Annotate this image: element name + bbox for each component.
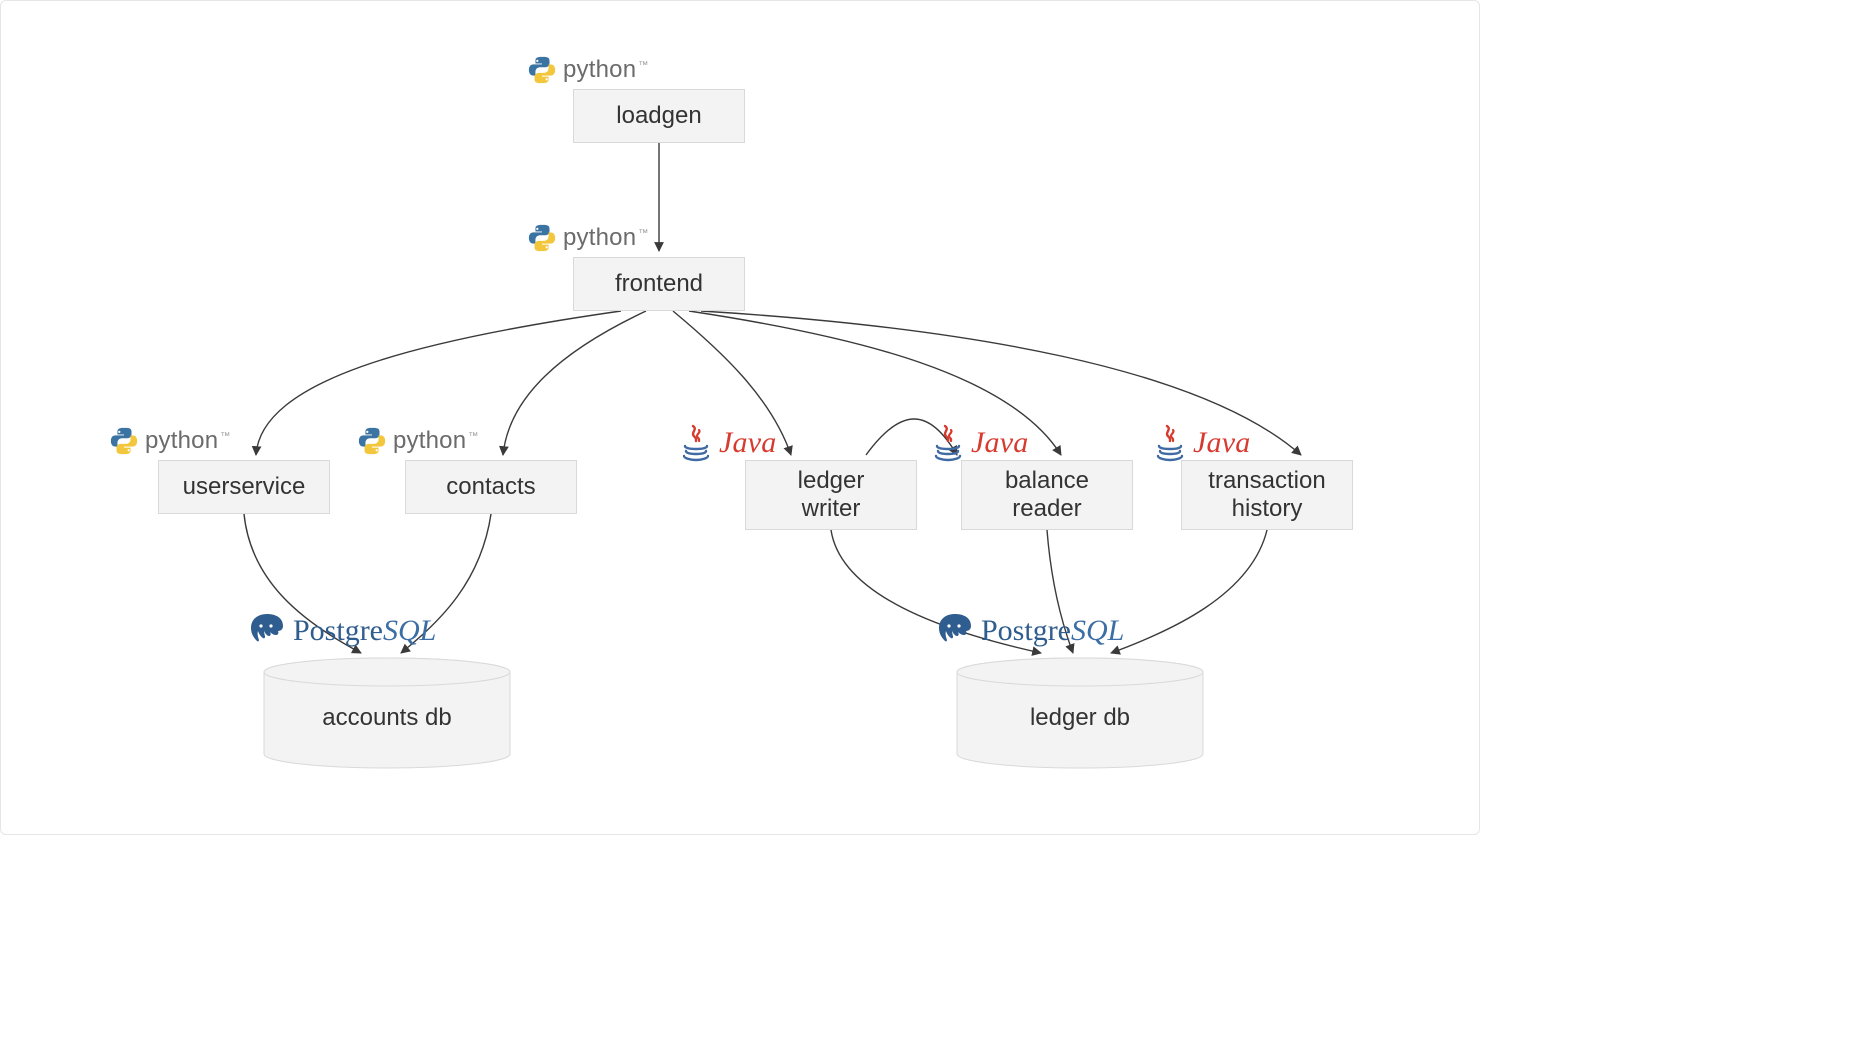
python-label-frontend: python™ (527, 223, 648, 253)
java-label-balancereader: Java (931, 424, 1028, 462)
node-label: userservice (183, 473, 306, 501)
java-label-ledgerwriter: Java (679, 424, 776, 462)
edge-layer (244, 143, 1301, 653)
diagram-frame: accounts db ledger db python™ python™ pyt… (0, 0, 1480, 835)
python-label-contacts: python™ (357, 426, 478, 456)
node-loadgen: loadgen (573, 89, 745, 143)
db-label: ledger db (1030, 704, 1130, 731)
node-label: loadgen (616, 102, 701, 130)
node-label: ledgerwriter (798, 467, 865, 522)
db-label: accounts db (322, 704, 451, 731)
db-ledger: ledger db (957, 658, 1203, 768)
java-label-txnhistory: Java (1153, 424, 1250, 462)
python-label-loadgen: python™ (527, 55, 648, 85)
edge-frontend-to-contacts (503, 311, 646, 455)
node-label: contacts (446, 473, 535, 501)
node-contacts: contacts (405, 460, 577, 514)
node-label: transactionhistory (1208, 467, 1325, 522)
node-frontend: frontend (573, 257, 745, 311)
node-label: frontend (615, 270, 703, 298)
node-userservice: userservice (158, 460, 330, 514)
node-balancereader: balancereader (961, 460, 1133, 530)
node-ledgerwriter: ledgerwriter (745, 460, 917, 530)
python-label-userservice: python™ (109, 426, 230, 456)
db-layer: accounts db ledger db (264, 658, 1203, 768)
postgres-label-ledger: PostgreSQL (935, 611, 1124, 651)
edge-txnhistory-to-ledger (1111, 530, 1267, 653)
db-accounts: accounts db (264, 658, 510, 768)
node-label: balancereader (1005, 467, 1089, 522)
postgres-label-accounts: PostgreSQL (247, 611, 436, 651)
node-txnhistory: transactionhistory (1181, 460, 1353, 530)
